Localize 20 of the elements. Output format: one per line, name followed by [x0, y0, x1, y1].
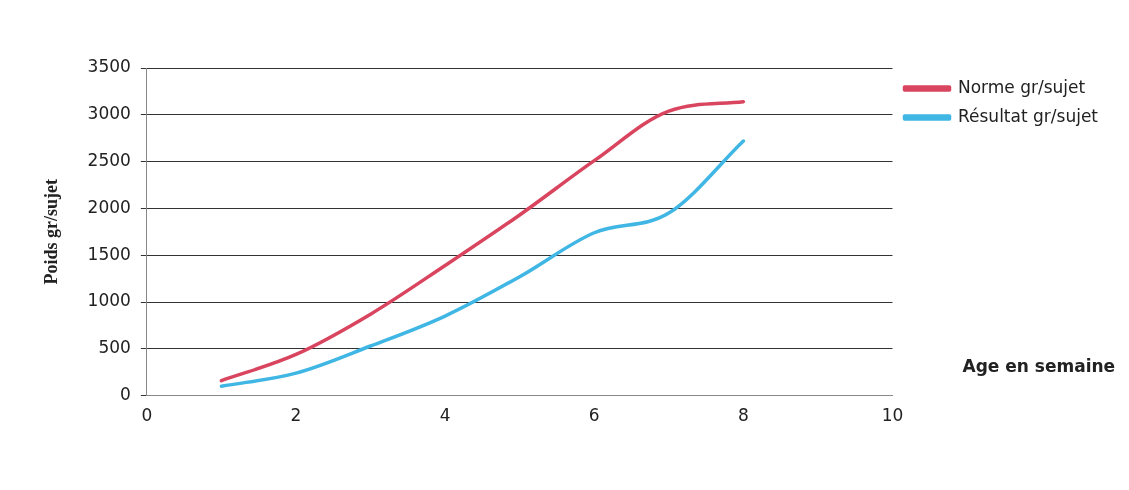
x-tick-label: 4 — [439, 405, 451, 426]
x-tick-label: 6 — [588, 405, 600, 426]
y-tick-label: 3500 — [87, 56, 131, 77]
y-tick-label: 0 — [120, 384, 131, 405]
x-axis-title: Age en semaine — [962, 356, 1116, 377]
legend-label: Résultat gr/sujet — [958, 105, 1099, 126]
y-tick-label: 2500 — [87, 150, 131, 171]
y-tick-label: 1000 — [87, 290, 131, 311]
y-tick-label: 2000 — [87, 196, 131, 217]
y-tick-label: 500 — [98, 337, 131, 358]
x-tick-label: 10 — [881, 405, 904, 426]
line-series — [219, 139, 746, 388]
legend-label: Norme gr/sujet — [958, 76, 1086, 97]
x-tick-label: 8 — [737, 405, 749, 426]
x-tick-label: 0 — [141, 405, 153, 426]
y-axis-title: Poids gr/sujet — [41, 179, 62, 285]
y-tick-label: 3000 — [87, 103, 131, 124]
line-series — [219, 99, 746, 383]
y-tick-label: 1500 — [87, 243, 131, 264]
x-tick-label: 2 — [290, 405, 302, 426]
